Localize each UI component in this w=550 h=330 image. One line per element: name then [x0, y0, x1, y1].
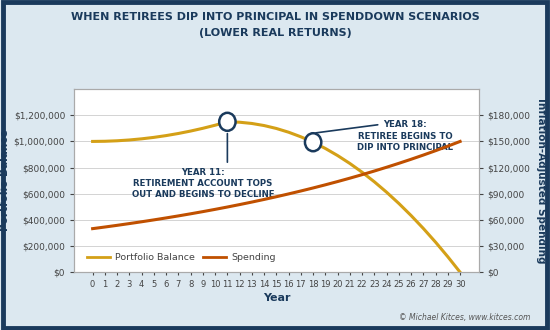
Y-axis label: Inflation-Adjusted Spending: Inflation-Adjusted Spending — [536, 98, 546, 263]
Y-axis label: Portfolio Balance: Portfolio Balance — [0, 130, 9, 231]
Ellipse shape — [305, 133, 321, 151]
Text: YEAR 18:
RETIREE BEGINS TO
DIP INTO PRINCIPAL: YEAR 18: RETIREE BEGINS TO DIP INTO PRIN… — [357, 120, 453, 152]
Ellipse shape — [219, 113, 235, 131]
Text: YEAR 11:
RETIREMENT ACCOUNT TOPS
OUT AND BEGINS TO DECLINE: YEAR 11: RETIREMENT ACCOUNT TOPS OUT AND… — [131, 168, 274, 199]
Text: WHEN RETIREES DIP INTO PRINCIPAL IN SPENDDOWN SCENARIOS: WHEN RETIREES DIP INTO PRINCIPAL IN SPEN… — [70, 12, 480, 21]
X-axis label: Year: Year — [263, 293, 290, 303]
Text: © Michael Kitces, www.kitces.com: © Michael Kitces, www.kitces.com — [399, 313, 531, 322]
Text: (LOWER REAL RETURNS): (LOWER REAL RETURNS) — [199, 28, 351, 38]
Legend: Portfolio Balance, Spending: Portfolio Balance, Spending — [83, 249, 279, 266]
